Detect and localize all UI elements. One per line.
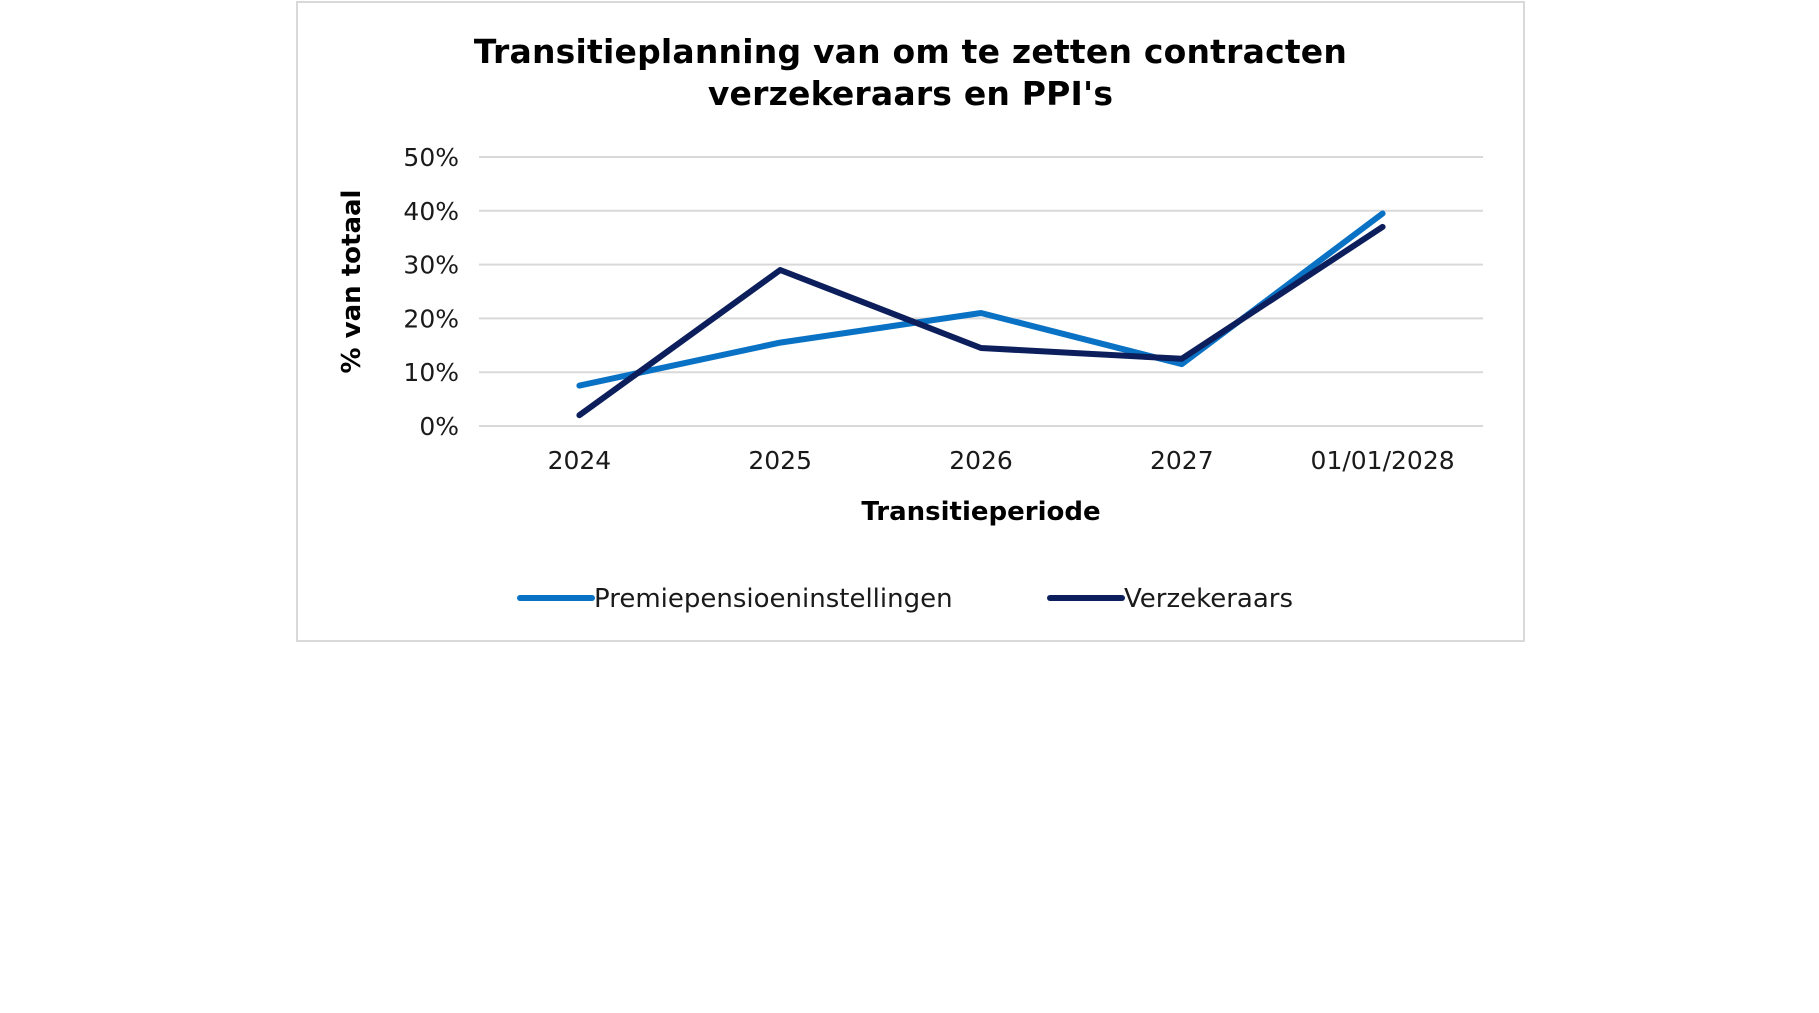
chart-frame: Transitieplanning van om te zetten contr… [296,1,1525,642]
legend: Premiepensioeninstellingen Verzekeraars [517,584,1293,614]
series-lines [576,210,1386,419]
y-tick-label: 10% [403,358,459,387]
series-line-2 [576,223,1386,419]
x-axis-ticks: 2024 2025 2026 2027 01/01/2028 [548,446,1455,475]
y-tick-label: 0% [419,412,459,441]
x-axis-title: Transitieperiode [861,497,1100,527]
y-tick-label: 30% [403,251,459,280]
line-chart: 0% 10% 20% 30% 40% 50% 2024 2025 2026 2027 01/01/… [337,143,1483,614]
chart-title-line-1: Transitieplanning van om te zetten contr… [473,32,1348,71]
gridlines [479,156,1483,427]
x-tick-label: 2027 [1150,446,1214,475]
y-axis-ticks: 0% 10% 20% 30% 40% 50% [403,143,459,441]
y-tick-label: 40% [403,197,459,226]
legend-label: Verzekeraars [1124,584,1293,614]
x-tick-label: 2025 [748,446,812,475]
y-axis-title: % van totaal [337,190,367,374]
x-tick-label: 2026 [949,446,1013,475]
chart-title-line-2: verzekeraars en PPI's [707,74,1114,113]
series-line-1 [576,210,1386,389]
x-tick-label: 2024 [548,446,612,475]
y-tick-label: 20% [403,304,459,333]
x-tick-label: 01/01/2028 [1311,446,1455,475]
y-tick-label: 50% [403,143,459,172]
legend-label: Premiepensioeninstellingen [594,584,953,614]
